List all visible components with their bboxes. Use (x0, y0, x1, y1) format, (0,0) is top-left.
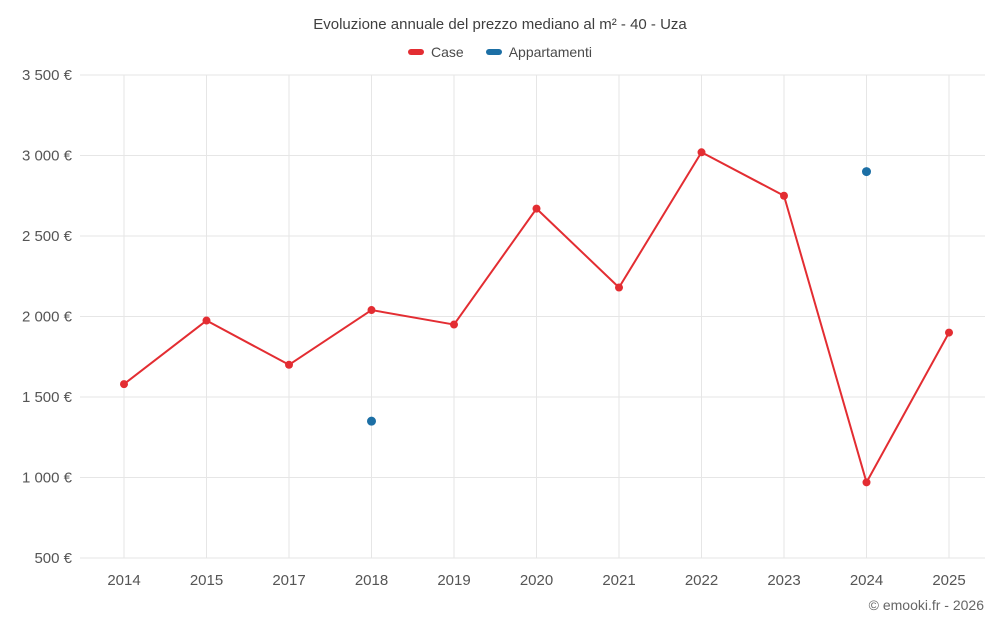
x-tick-label: 2021 (602, 572, 635, 589)
legend-item-appartamenti[interactable]: Appartamenti (485, 44, 592, 60)
y-tick-label: 2 500 € (22, 228, 73, 245)
x-tick-label: 2022 (685, 572, 718, 589)
y-tick-label: 3 500 € (22, 67, 73, 84)
legend-label: Appartamenti (508, 44, 592, 60)
x-tick-label: 2024 (850, 572, 883, 589)
case-point[interactable] (285, 360, 293, 369)
y-tick-label: 2 000 € (22, 309, 73, 326)
x-tick-label: 2023 (767, 572, 800, 589)
case-point[interactable] (780, 191, 788, 200)
case-point[interactable] (120, 380, 128, 389)
y-tick-label: 1 000 € (22, 470, 73, 487)
case-point[interactable] (450, 320, 458, 329)
legend-label: Case (431, 44, 464, 60)
y-tick-label: 500 € (34, 550, 72, 567)
x-tick-label: 2025 (932, 572, 965, 589)
chart-legend: Case Appartamenti (0, 44, 1000, 60)
case-point[interactable] (367, 306, 376, 315)
appartamenti-point[interactable] (367, 416, 376, 426)
x-tick-label: 2018 (355, 572, 388, 589)
legend-item-case[interactable]: Case (408, 44, 464, 60)
legend-swatch (408, 49, 425, 55)
case-point[interactable] (532, 204, 541, 213)
copyright-credit: © emooki.fr - 2026 (868, 597, 984, 613)
legend-swatch (485, 49, 502, 55)
x-tick-label: 2015 (190, 572, 223, 589)
y-tick-label: 1 500 € (22, 389, 73, 406)
y-tick-label: 3 000 € (22, 148, 73, 165)
case-point[interactable] (697, 148, 706, 157)
x-tick-label: 2017 (272, 572, 305, 589)
case-point[interactable] (202, 316, 211, 325)
case-point[interactable] (615, 283, 623, 292)
appartamenti-point[interactable] (862, 167, 871, 177)
case-point[interactable] (862, 478, 871, 487)
case-point[interactable] (945, 328, 953, 337)
chart-title: Evoluzione annuale del prezzo mediano al… (313, 16, 687, 33)
x-tick-label: 2020 (520, 572, 553, 589)
x-tick-label: 2019 (437, 572, 470, 589)
x-tick-label: 2014 (107, 572, 140, 589)
